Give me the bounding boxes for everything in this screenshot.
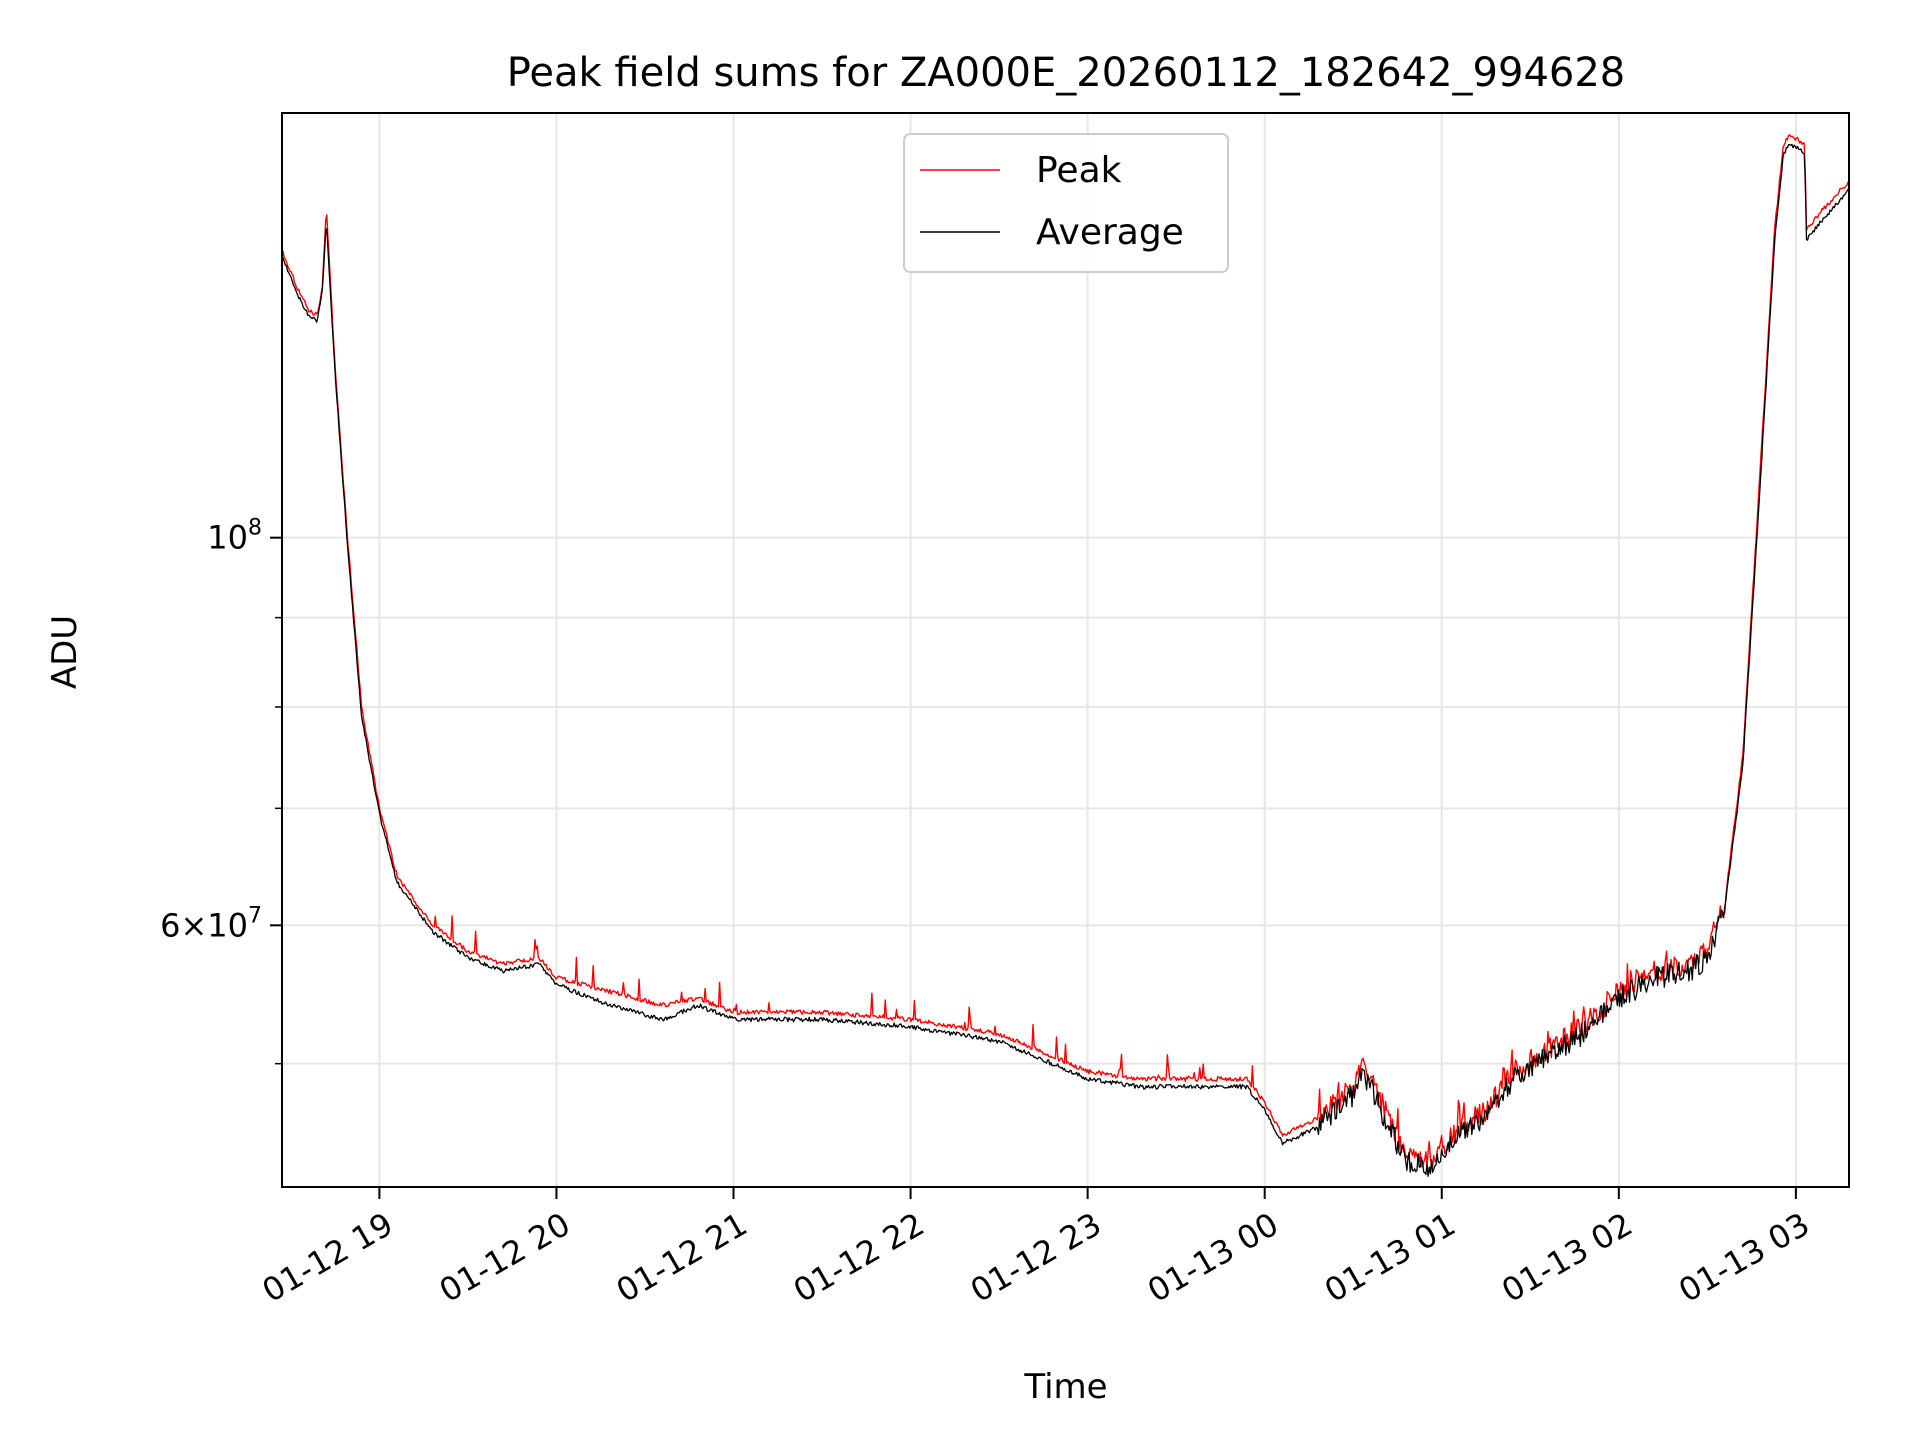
x-axis-label: Time	[1023, 1367, 1107, 1407]
legend-label-average: Average	[1036, 212, 1184, 253]
series-line-average	[281, 143, 1850, 1177]
grid	[282, 113, 1849, 1187]
y-tick-label-0: 108	[207, 516, 262, 557]
legend-box	[903, 133, 1229, 273]
series-layer	[281, 134, 1850, 1177]
series-line-peak	[281, 134, 1850, 1168]
legend: Peak Average	[903, 133, 1229, 273]
plot-frame	[281, 112, 1850, 1188]
y-axis: 108 6×107	[160, 516, 282, 1065]
y-axis-label: ADU	[45, 615, 85, 689]
y-tick-label-1: 6×107	[160, 903, 262, 944]
legend-label-peak: Peak	[1036, 150, 1122, 191]
chart-title: Peak field sums for ZA000E_20260112_1826…	[507, 50, 1626, 96]
